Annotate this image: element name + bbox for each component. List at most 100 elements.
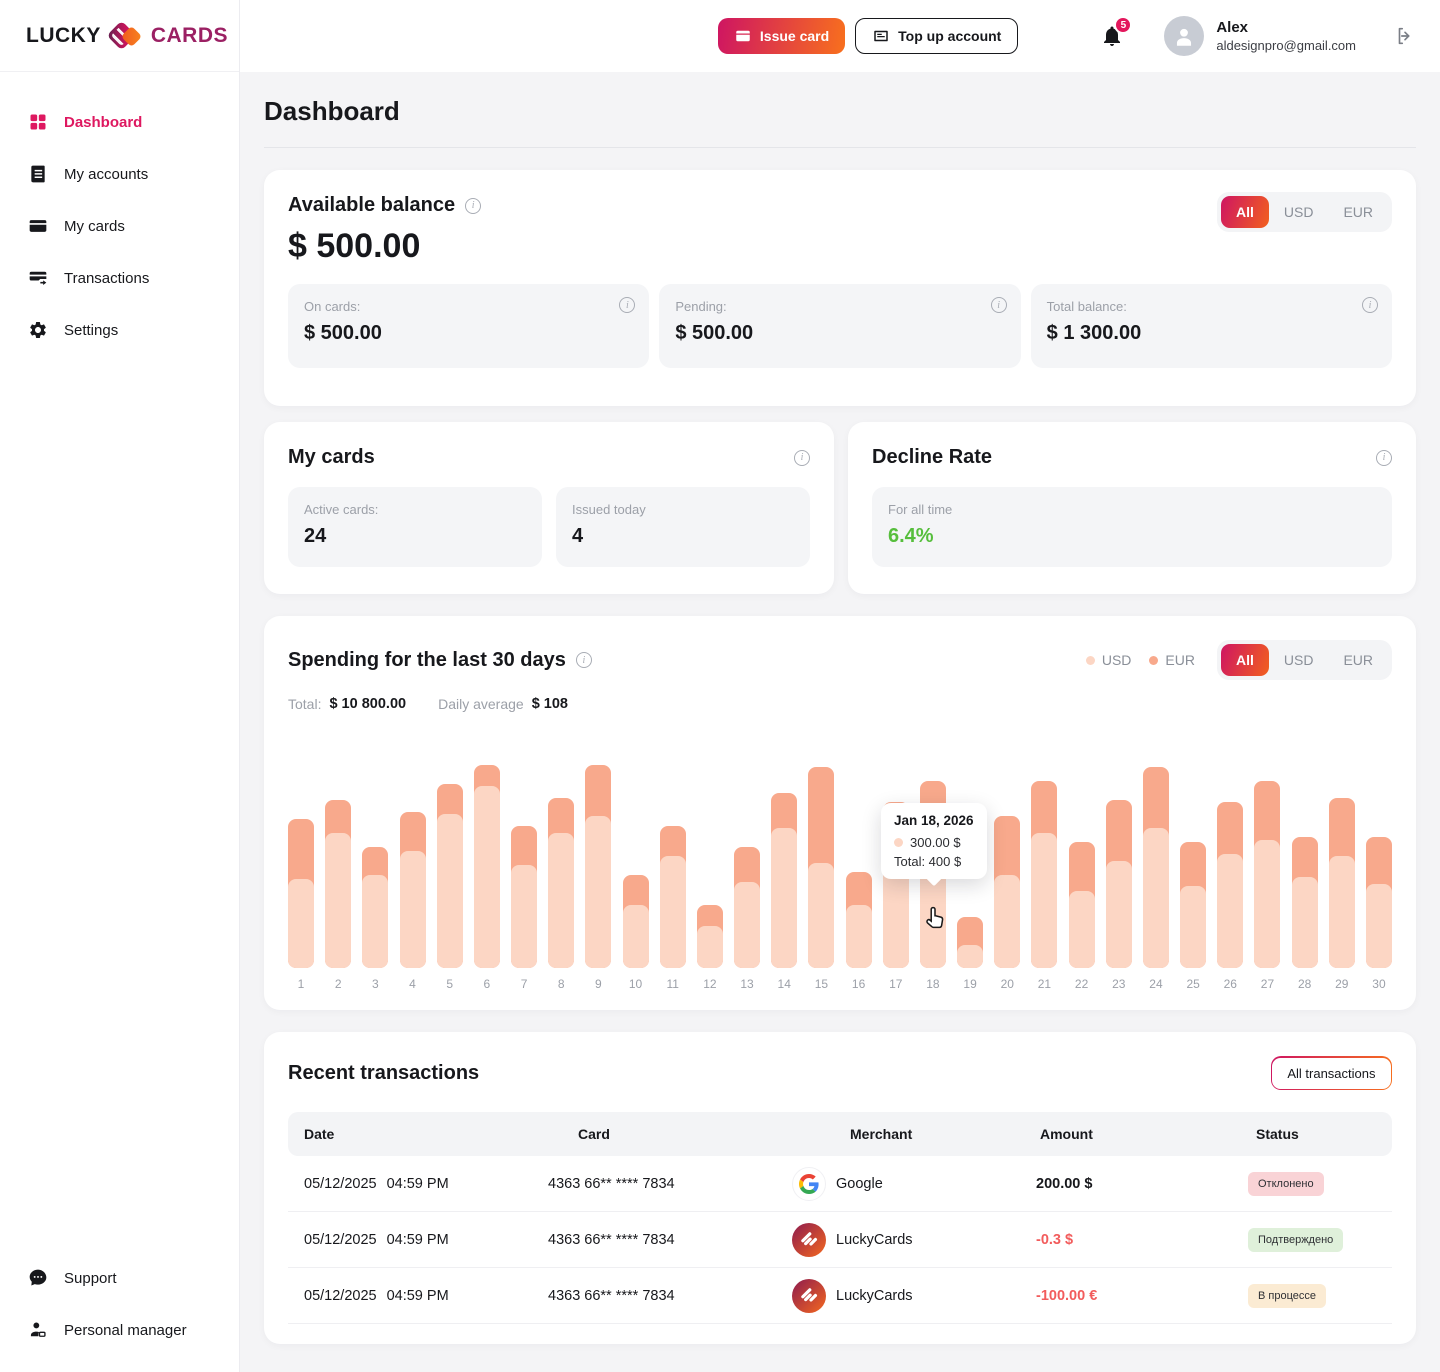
chart-bar-day-25[interactable]: 25 [1180,732,1207,991]
sidebar-nav: Dashboard My accounts My cards Transactions… [0,72,239,356]
chart-bar-day-15[interactable]: 15 [808,732,835,991]
brand-logo-text-lucky: LUCKY [26,23,101,47]
chart-bar-day-6[interactable]: 6 [473,732,500,991]
user-block: Alex aldesignpro@gmail.com [1216,19,1356,53]
total-balance-tile: Total balance: $ 1 300.00 [1030,284,1392,368]
cell-amount: 200.00 $ [1036,1175,1093,1192]
chart-bar-day-30[interactable]: 30 [1365,732,1392,991]
chart-x-label: 28 [1297,977,1312,991]
chart-x-label: 16 [851,977,866,991]
chart-x-label: 11 [666,977,679,991]
chart-bar-day-7[interactable]: 7 [511,732,538,991]
tooltip-usd-value: 300.00 $ [910,835,961,850]
chart-bar-day-4[interactable]: 4 [399,732,426,991]
info-icon[interactable] [575,652,592,668]
chart-bar-day-11[interactable]: 11 [659,732,686,991]
tile-label: Pending: [675,299,727,314]
avatar[interactable] [1164,16,1205,56]
cell-amount: -100.00 € [1036,1287,1098,1304]
issue-card-button[interactable]: Issue card [717,18,846,54]
active-cards-tile: Active cards: 24 [288,487,542,567]
toggle-eur[interactable]: EUR [1343,652,1373,668]
cell-merchant: LuckyCards [790,1278,1036,1313]
info-icon[interactable] [1376,449,1392,466]
info-icon[interactable] [619,297,636,313]
usd-dot-icon [1085,655,1095,665]
cell-status: Отклонено [1248,1171,1392,1196]
tile-label: Active cards: [304,502,379,517]
info-icon[interactable] [794,449,810,466]
tile-label: Issued today [572,502,646,517]
sidebar-item-my-cards[interactable]: My cards [0,200,239,252]
chart-bar-day-16[interactable]: 16 [845,732,872,991]
sidebar-item-label: Dashboard [64,113,143,131]
top-up-account-button[interactable]: Top up account [855,18,1019,54]
chart-bar-day-8[interactable]: 8 [548,732,575,991]
top-bar: Issue card Top up account 5 Alex aldesig… [240,0,1440,72]
legend-eur: EUR [1149,652,1195,668]
sidebar-item-my-accounts[interactable]: My accounts [0,148,239,200]
chart-bar-day-24[interactable]: 24 [1142,732,1169,991]
toggle-all[interactable]: All [1220,644,1269,676]
chart-x-label: 2 [334,977,342,991]
column-header-amount: Amount [1040,1126,1093,1142]
chart-x-label: 24 [1149,977,1163,991]
info-icon[interactable] [990,297,1007,313]
title-divider [264,147,1416,148]
sidebar: LUCKY CARDS Dashboard My accounts My cards… [0,0,240,1372]
chart-bar-day-19[interactable]: 19 [957,732,984,991]
chart-bar-day-23[interactable]: 23 [1105,732,1132,991]
toggle-eur[interactable]: EUR [1343,204,1373,220]
logout-icon[interactable] [1394,25,1416,47]
toggle-all[interactable]: All [1220,196,1269,228]
table-row[interactable]: 05/12/2025 04:59 PM 4363 66** **** 7834 L… [288,1212,1392,1268]
chart-x-label: 30 [1372,977,1386,991]
table-row[interactable]: 05/12/2025 04:59 PM 4363 66** **** 7834 G… [288,1156,1392,1212]
chart-bar-day-13[interactable]: 13 [734,732,761,991]
chart-bar-day-14[interactable]: 14 [771,732,798,991]
notifications-bell-icon[interactable]: 5 [1100,16,1133,48]
chart-bar-day-29[interactable]: 29 [1328,732,1355,991]
table-row[interactable]: 05/12/2025 04:59 PM 4363 66** **** 7834 L… [288,1268,1392,1324]
chart-bar-day-10[interactable]: 10 [622,732,649,991]
sidebar-item-support[interactable]: Support [0,1252,239,1304]
chart-bar-day-26[interactable]: 26 [1217,732,1244,991]
chart-x-label: 19 [963,977,977,991]
toggle-usd[interactable]: USD [1283,204,1314,220]
tile-label: On cards: [304,299,361,314]
card-icon [734,27,752,45]
cell-merchant: Google [790,1166,1036,1201]
brand-logo-text-cards: CARDS [150,23,229,47]
all-transactions-button[interactable]: All transactions [1270,1056,1392,1090]
chart-x-label: 21 [1037,977,1052,991]
chart-bar-day-12[interactable]: 12 [696,732,723,991]
sidebar-item-dashboard[interactable]: Dashboard [0,96,239,148]
chart-bar-day-28[interactable]: 28 [1291,732,1318,991]
sidebar-item-transactions[interactable]: Transactions [0,252,239,304]
sidebar-item-personal-manager[interactable]: Personal manager [0,1304,239,1356]
chart-bar-day-5[interactable]: 5 [436,732,463,991]
legend-usd: USD [1085,652,1131,668]
chart-bar-day-20[interactable]: 20 [994,732,1021,991]
cell-status: В процессе [1248,1283,1392,1308]
chart-bar-day-22[interactable]: 22 [1068,732,1095,991]
chart-x-label: 14 [777,977,791,991]
chart-bar-day-27[interactable]: 27 [1254,732,1281,991]
recent-transactions-title: Recent transactions [288,1061,480,1084]
status-badge: Подтверждено [1248,1227,1344,1252]
sidebar-item-settings[interactable]: Settings [0,304,239,356]
toggle-usd[interactable]: USD [1283,652,1314,668]
main-content: Dashboard Available balance $ 500.00 All… [240,72,1440,1344]
chart-bar-day-2[interactable]: 2 [325,732,352,991]
cell-card: 4363 66** **** 7834 [548,1231,675,1248]
chart-bar-day-1[interactable]: 1 [288,732,314,991]
chart-bar-day-3[interactable]: 3 [362,732,389,991]
info-icon[interactable] [465,197,482,214]
cell-card: 4363 66** **** 7834 [548,1175,675,1192]
info-icon[interactable] [1361,297,1378,313]
cell-status: Подтверждено [1248,1227,1392,1252]
chart-bar-day-21[interactable]: 21 [1031,732,1058,991]
chart-bar-day-9[interactable]: 9 [585,732,612,991]
brand-logo-icon [106,20,145,52]
